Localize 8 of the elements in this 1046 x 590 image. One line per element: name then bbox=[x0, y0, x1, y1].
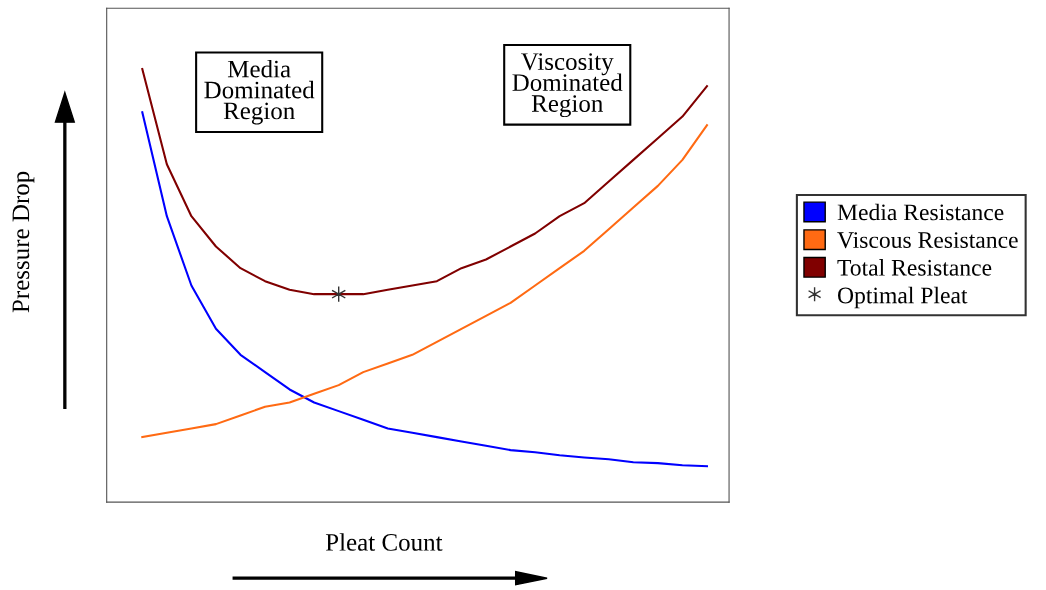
y-axis-title: Pressure Drop bbox=[12, 171, 35, 313]
legend-label: Optimal Pleat bbox=[837, 286, 968, 309]
x-axis-title: Pleat Count bbox=[325, 533, 443, 551]
annotation: Media Dominated Region bbox=[204, 59, 315, 125]
legend-label: Media Resistance bbox=[837, 203, 1004, 221]
legend-label: Viscous Resistance bbox=[837, 232, 1018, 249]
annotation: Viscosity Dominated Region bbox=[512, 53, 623, 118]
legend-label: Total Resistance bbox=[837, 259, 992, 276]
